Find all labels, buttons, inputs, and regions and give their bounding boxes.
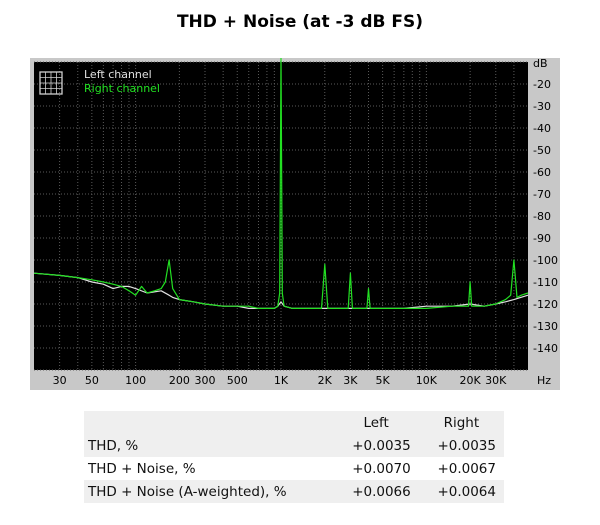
chart-title: THD + Noise (at -3 dB FS) <box>176 12 424 32</box>
row-label: THD, % <box>88 437 139 454</box>
left-value: +0.0035 <box>352 437 411 454</box>
x-tick-label: 30 <box>53 374 67 387</box>
right-value: +0.0067 <box>437 460 496 477</box>
y-tick-label: -110 <box>533 276 558 289</box>
spectrum-chart-svg: dB -20 -30 -40 -50 -60 -70 -80 -90 -100 -110 -120 -1… <box>30 58 560 390</box>
x-tick-label: 100 <box>125 374 146 387</box>
x-tick-label: 200 <box>169 374 190 387</box>
table-row: THD + Noise, % +0.0070 +0.0067 <box>84 457 504 480</box>
y-tick-label: -40 <box>533 122 551 135</box>
y-tick-label: -70 <box>533 188 551 201</box>
y-tick-label: -60 <box>533 166 551 179</box>
table-row: THD, % +0.0035 +0.0035 <box>84 434 504 457</box>
x-tick-label: 50 <box>85 374 99 387</box>
results-header-right: Right <box>443 414 480 431</box>
results-header-label <box>84 411 334 434</box>
y-tick-label: -20 <box>533 78 551 91</box>
x-tick-label: 2K <box>318 374 333 387</box>
x-tick-label: 1K <box>274 374 289 387</box>
y-tick-label: -90 <box>533 232 551 245</box>
right-value: +0.0035 <box>437 437 496 454</box>
x-tick-label: 20K <box>460 374 482 387</box>
x-unit-label: Hz <box>537 374 551 387</box>
left-value: +0.0066 <box>352 483 411 500</box>
spectrum-chart: dB -20 -30 -40 -50 -60 -70 -80 -90 -100 -110 -120 -1… <box>30 58 560 390</box>
y-unit-label: dB <box>533 58 548 70</box>
left-value: +0.0070 <box>352 460 411 477</box>
right-channel-line <box>33 58 529 309</box>
results-table: Left Right THD, % +0.0035 +0.0035 THD + … <box>84 411 504 503</box>
row-label: THD + Noise, % <box>88 460 196 477</box>
x-tick-label: 30K <box>485 374 507 387</box>
x-tick-label: 500 <box>227 374 248 387</box>
results-header-left: Left <box>363 414 389 431</box>
x-tick-label: 3K <box>343 374 358 387</box>
results-header-row: Left Right <box>84 411 504 434</box>
y-tick-label: -120 <box>533 298 558 311</box>
table-row: THD + Noise (A-weighted), % +0.0066 +0.0… <box>84 480 504 503</box>
y-tick-label: -80 <box>533 210 551 223</box>
row-label: THD + Noise (A-weighted), % <box>88 483 287 500</box>
x-tick-label: 10K <box>416 374 438 387</box>
y-tick-label: -50 <box>533 144 551 157</box>
y-tick-label: -130 <box>533 320 558 333</box>
x-tick-label: 5K <box>376 374 391 387</box>
y-tick-label: -140 <box>533 342 558 355</box>
y-tick-label: -100 <box>533 254 558 267</box>
x-tick-label: 300 <box>194 374 215 387</box>
legend-entry: Left channel <box>84 68 152 81</box>
right-value: +0.0064 <box>437 483 496 500</box>
y-tick-label: -30 <box>533 100 551 113</box>
legend-entry: Right channel <box>84 82 160 95</box>
